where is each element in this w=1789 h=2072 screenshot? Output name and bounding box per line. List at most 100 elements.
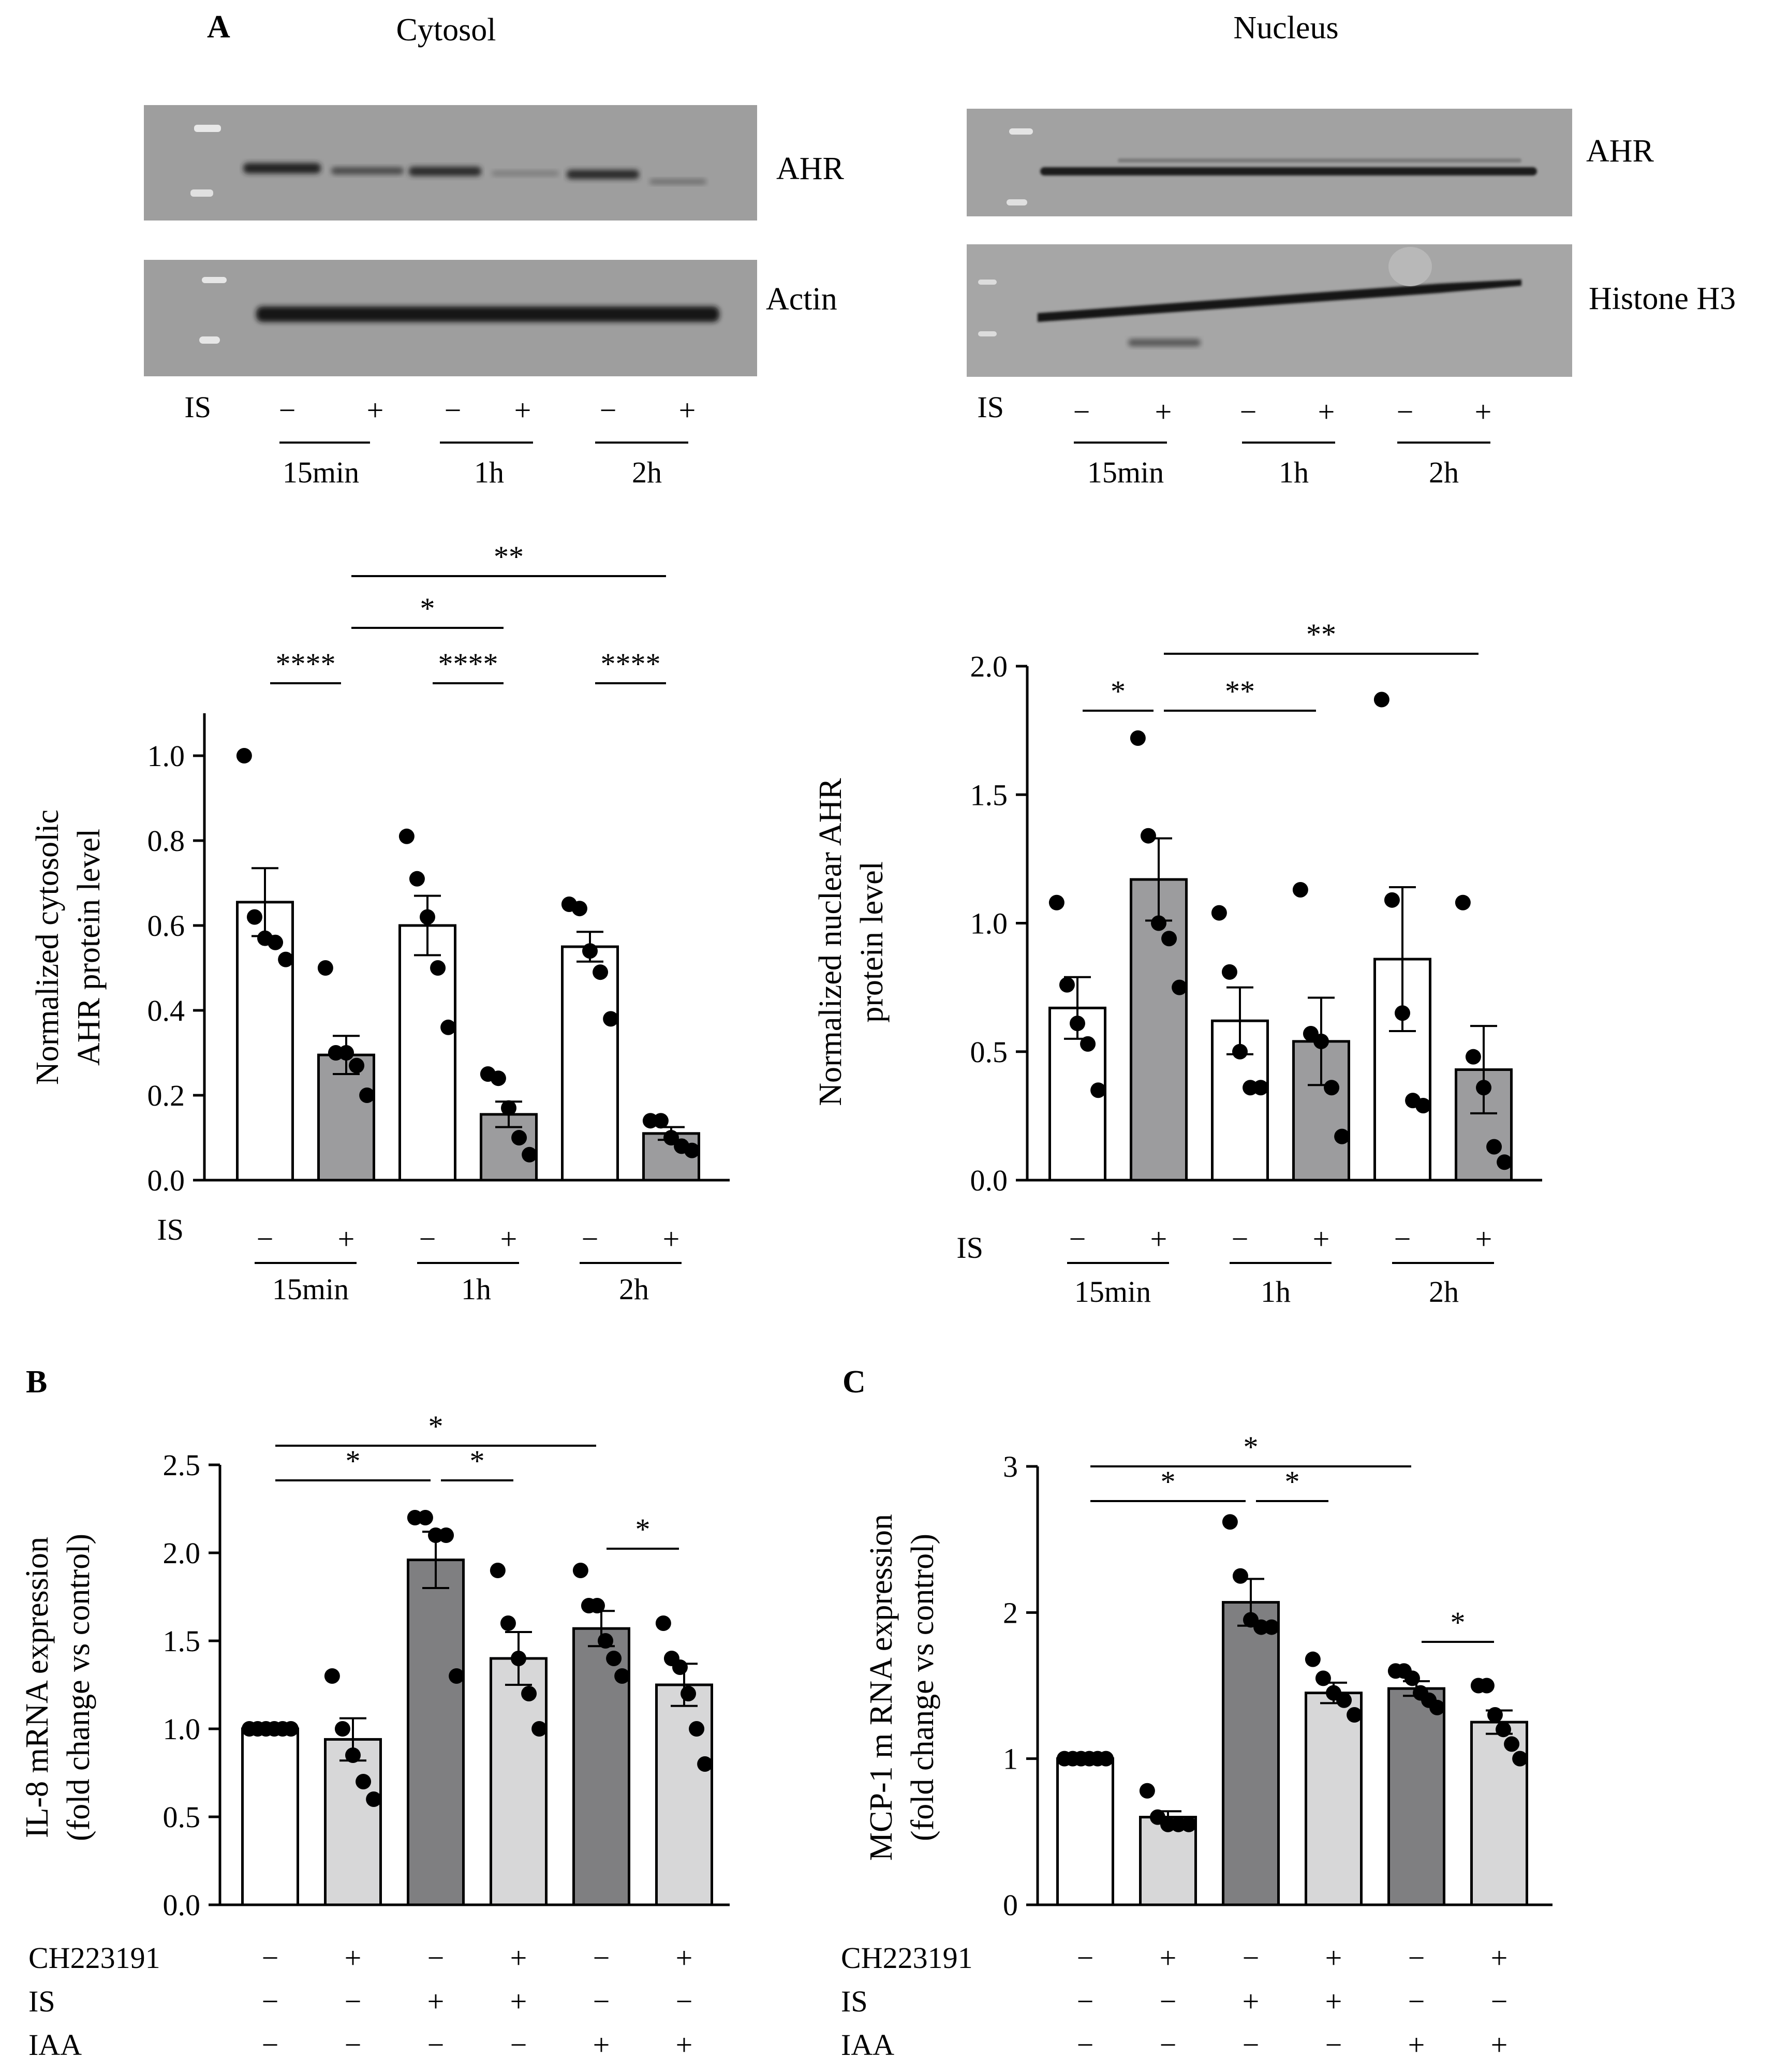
y-tick-label: 2.0 <box>970 650 1008 683</box>
data-point <box>317 960 333 976</box>
lane-sign: − <box>445 393 462 427</box>
panel-b-letter: B <box>26 1364 47 1400</box>
treatment-sign: + <box>663 1222 680 1256</box>
cytosol-ahr-blot: AHR <box>144 105 845 221</box>
y-axis-title: Normalized cytosolic <box>30 810 65 1085</box>
treatment-sign: + <box>1150 1222 1167 1256</box>
histone-lower-band <box>1128 339 1201 346</box>
data-point <box>1253 1080 1269 1096</box>
y-tick-label: 0.4 <box>147 994 185 1027</box>
treatment-row-label: CH223191 <box>841 1941 973 1975</box>
data-point <box>511 1130 527 1145</box>
cytosol-actin-blot: Actin <box>144 260 837 376</box>
data-point <box>490 1070 506 1086</box>
cytosol-blot-lane-labels: IS − + − + − + 15min 1h 2h <box>184 390 696 489</box>
treatment-sign: + <box>1160 1941 1177 1975</box>
data-point <box>1334 1128 1350 1144</box>
y-axis-title: AHR protein level <box>71 829 107 1066</box>
y-axis-title: (fold change vs control) <box>61 1534 96 1841</box>
treatment-sign: − <box>1077 1941 1094 1975</box>
data-point <box>501 1100 516 1116</box>
data-point <box>1384 892 1400 908</box>
ladder-band <box>202 277 227 283</box>
group-label: 1h <box>1279 455 1309 489</box>
y-axis-title: IL-8 mRNA expression <box>20 1537 55 1838</box>
il8-mrna-chart: 0.0 0.5 1.0 1.5 2.0 2.5 IL-8 mRNA expression (f… <box>20 1409 730 2062</box>
data-point <box>572 1563 588 1578</box>
data-point <box>614 1668 630 1684</box>
significance-stars: **** <box>601 647 661 681</box>
cytosol-actin-label: Actin <box>766 282 837 317</box>
treatment-sign: + <box>510 1941 527 1975</box>
data-point <box>589 1598 605 1613</box>
data-point <box>1151 915 1166 931</box>
treatment-sign: − <box>345 1985 362 2018</box>
blot-artifact <box>1388 247 1432 286</box>
bar <box>561 945 619 1182</box>
data-point <box>521 1686 537 1701</box>
treatment-row-label: IAA <box>28 2028 82 2062</box>
treatment-sign: + <box>1325 1941 1342 1975</box>
data-point <box>268 934 284 950</box>
group-label: 2h <box>619 1272 649 1306</box>
significance-stars: ** <box>1225 674 1255 708</box>
treatment-sign: + <box>500 1222 518 1256</box>
bar <box>317 1053 375 1182</box>
treatment-sign: − <box>582 1222 599 1256</box>
bar <box>1292 1040 1350 1182</box>
treatment-sign: − <box>1408 1941 1425 1975</box>
data-point <box>1336 1692 1352 1708</box>
data-point <box>324 1668 340 1684</box>
data-point <box>1512 1751 1528 1767</box>
data-point <box>1139 1783 1155 1799</box>
data-point <box>603 1011 619 1027</box>
lane-sign: + <box>1475 395 1492 429</box>
treatment-sign: + <box>593 2028 610 2062</box>
data-point <box>334 1721 350 1737</box>
y-tick-label: 1.0 <box>147 739 185 773</box>
ahr-band-lane-3 <box>409 167 481 176</box>
data-point <box>349 1057 365 1074</box>
treatment-sign: + <box>1325 1985 1342 2018</box>
data-point <box>1429 1699 1445 1715</box>
treatment-sign: + <box>345 1941 362 1975</box>
data-point <box>1478 1678 1495 1694</box>
y-tick-label: 1.5 <box>970 778 1008 812</box>
nuclear-ahr-chart: 0.0 0.5 1.0 1.5 2.0 Normalized nuclear AHR pro… <box>813 618 1542 1309</box>
data-point <box>1098 1751 1114 1767</box>
y-tick-label: 0.0 <box>147 1164 185 1197</box>
treatment-sign: − <box>1077 2028 1094 2062</box>
data-point <box>1476 1080 1491 1096</box>
data-point <box>366 1791 382 1807</box>
treatment-row-label: IS <box>28 1985 55 2018</box>
treatment-sign: − <box>427 2028 445 2062</box>
ladder-band <box>194 125 221 132</box>
data-point <box>1347 1707 1363 1723</box>
data-point <box>522 1147 538 1163</box>
panel-a-letter: A <box>207 9 230 45</box>
treatment-sign: − <box>262 2028 279 2062</box>
data-point <box>420 909 435 925</box>
lane-sign: + <box>367 393 384 427</box>
treatment-sign: − <box>1491 1985 1508 2018</box>
significance-stars: * <box>470 1444 485 1478</box>
significance-stars: * <box>1161 1465 1176 1498</box>
treatment-sign: − <box>1077 1985 1094 2018</box>
treatment-sign: − <box>510 2028 527 2062</box>
bar <box>1470 1721 1528 1906</box>
nucleus-ahr-blot: AHR <box>967 109 1654 216</box>
nucleus-title: Nucleus <box>1233 10 1338 46</box>
data-point <box>1080 1036 1096 1052</box>
data-point <box>449 1668 465 1684</box>
y-tick-label: 2.0 <box>163 1536 201 1570</box>
bar <box>1056 1757 1114 1906</box>
treatment-sign: − <box>1160 1985 1177 2018</box>
group-label: 2h <box>632 455 662 489</box>
data-point <box>236 748 252 763</box>
is-row-label: IS <box>184 390 211 424</box>
treatment-sign: − <box>419 1222 436 1256</box>
data-point <box>1140 828 1156 844</box>
y-tick-label: 2 <box>1003 1596 1018 1629</box>
data-point <box>689 1721 705 1737</box>
treatment-sign: − <box>1232 1222 1249 1256</box>
